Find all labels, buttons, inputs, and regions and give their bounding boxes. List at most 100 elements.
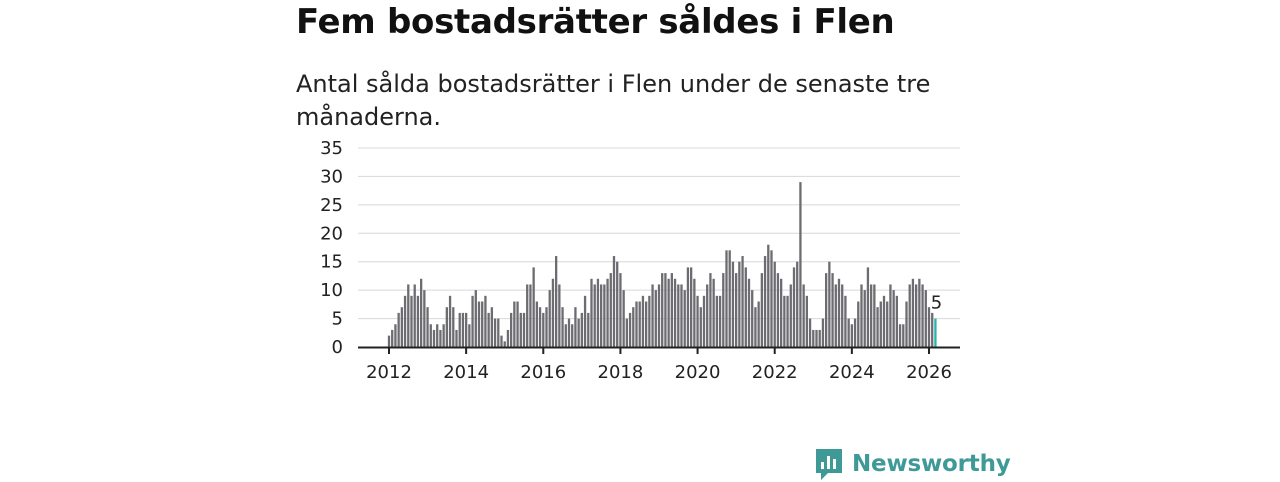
bar [538,307,542,347]
chart-title: Fem bostadsrätter såldes i Flen [296,2,895,42]
bar [461,312,465,347]
bar [535,301,539,347]
bar [644,301,648,347]
bar [747,278,751,347]
bar [471,295,474,347]
bar [799,182,802,347]
bar [554,256,558,347]
bar [654,290,657,347]
bar [397,312,400,347]
bar [445,307,449,347]
bar [902,324,905,347]
bar [622,290,625,347]
bar [416,295,420,347]
bar [455,329,458,347]
bar [751,290,754,347]
bar [387,335,391,347]
bar [731,261,735,347]
bar [738,261,741,347]
bar [779,278,783,347]
x-tick-label: 2012 [366,362,412,383]
bar [635,301,638,347]
bar [770,250,773,347]
bar [458,312,461,347]
bar [651,284,654,347]
x-tick-label: 2026 [906,362,952,383]
bar [590,278,593,347]
bar [744,267,747,347]
bar [757,301,760,347]
bar [596,278,600,347]
bar [513,301,516,347]
bar [895,295,899,347]
bar [429,324,432,347]
bar [400,307,404,347]
bar [818,329,821,347]
bar [468,324,471,347]
data-labels: 5 [931,293,942,314]
bar [667,278,670,347]
bar [760,273,764,347]
bar [641,295,645,347]
bar [866,267,870,347]
bar [564,324,567,347]
bar [680,284,683,347]
x-tick-label: 2016 [520,362,566,383]
bar [886,301,889,347]
last-value-label: 5 [931,293,942,314]
bar [593,284,596,347]
y-tick-label: 20 [320,223,343,244]
bar [924,290,927,347]
bar [410,295,413,347]
y-tick-label: 25 [320,195,343,216]
bar [828,261,831,347]
bar [860,284,863,347]
bar [522,312,526,347]
bar [834,284,837,347]
bar [603,284,606,347]
bar [625,318,629,347]
y-tick-label: 0 [332,337,343,358]
gridlines [358,147,960,320]
bar [673,278,677,347]
bar [439,329,442,347]
bar [423,290,426,347]
bar [718,295,722,347]
x-tick-label: 2018 [598,362,644,383]
bar [696,295,699,347]
bar [831,273,834,347]
x-tick-label: 2020 [675,362,721,383]
bar [789,284,792,347]
bar [712,278,715,347]
bar [905,301,908,347]
bar [702,295,706,347]
bar [786,295,789,347]
bar [426,307,429,347]
bar [452,307,455,347]
bar [436,324,439,347]
bar [574,307,577,347]
bar [442,324,445,347]
bar [664,273,667,347]
bar [391,329,394,347]
bar [419,278,423,347]
bar [448,295,452,347]
bar [577,318,580,347]
bar [432,329,436,347]
bar [519,312,522,347]
chart-subtitle: Antal sålda bostadsrätter i Flen under d… [296,70,931,131]
bar [503,341,506,347]
x-tick-label: 2022 [752,362,798,383]
bar [474,290,477,347]
bar [493,318,497,347]
bar-highlight [934,318,937,347]
bar [821,318,825,347]
bar [403,295,407,347]
bar [927,307,931,347]
bar [876,307,879,347]
bar [516,301,519,347]
bar [657,284,661,347]
bar [918,278,921,347]
bar [853,318,857,347]
brand-name: Newsworthy [852,451,1011,477]
